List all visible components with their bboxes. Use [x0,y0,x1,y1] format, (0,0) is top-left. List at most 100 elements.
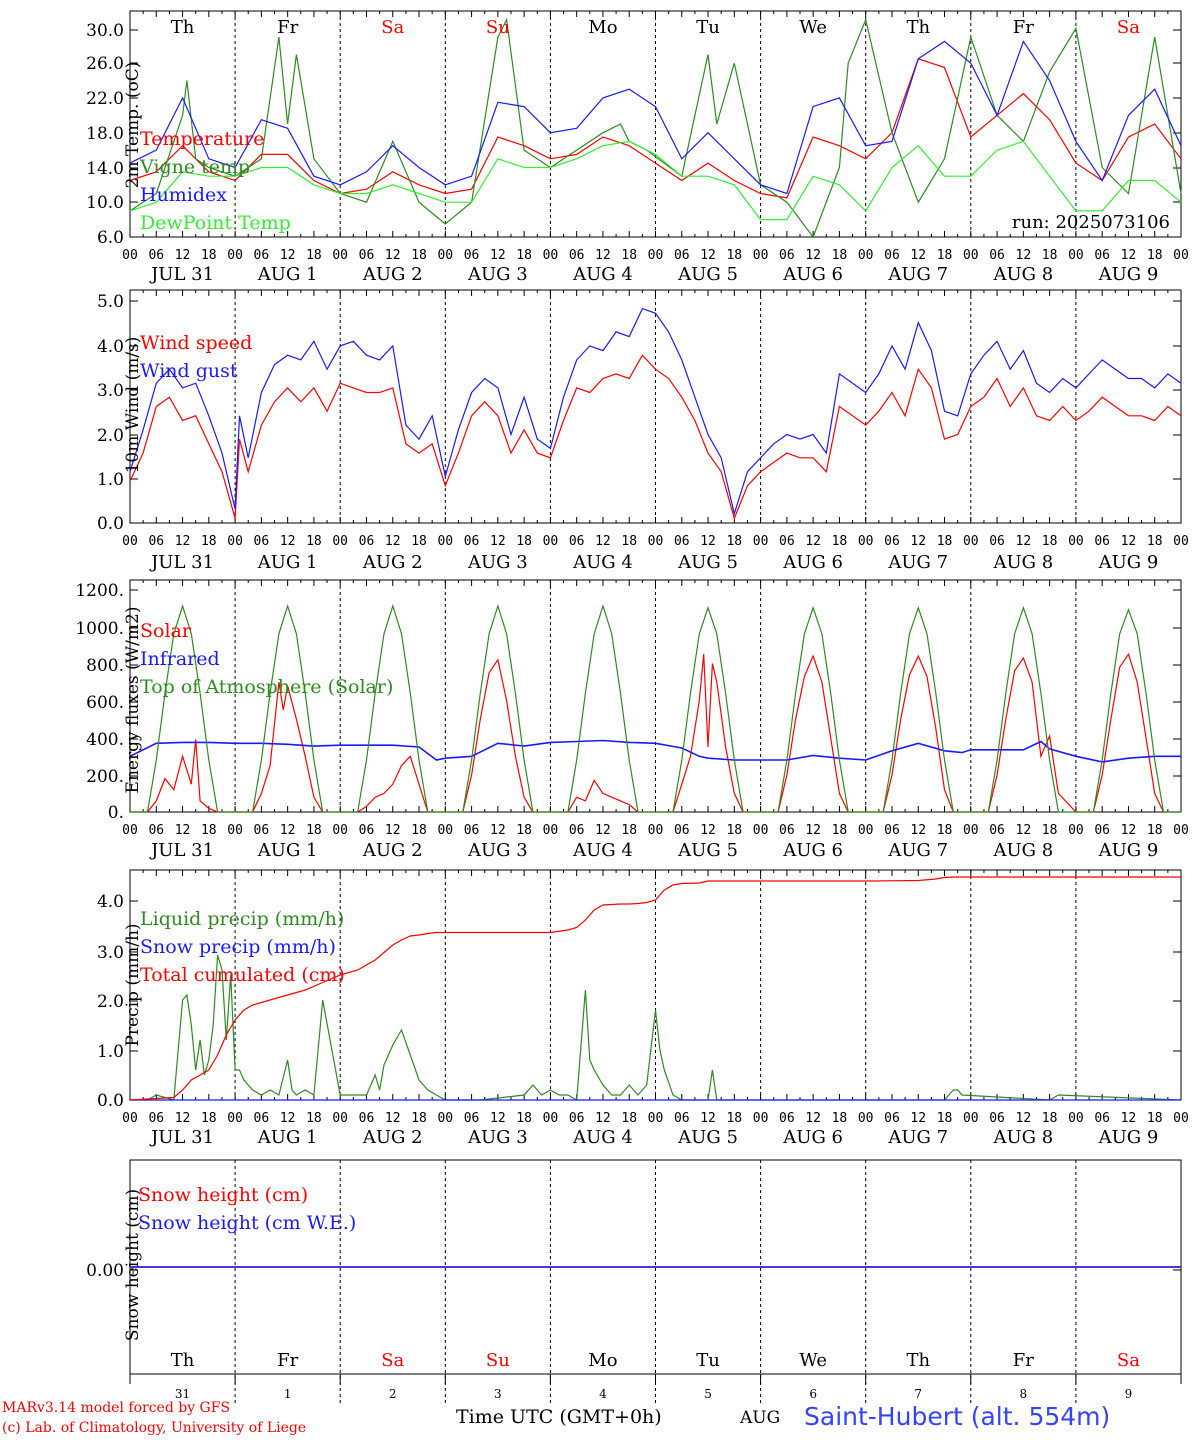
day-number: 2 [389,1387,397,1401]
date-label: AUG 3 [467,264,528,285]
hour-label: 06 [884,1111,900,1126]
hour-label: 18 [621,534,637,549]
hour-label: 06 [779,823,795,838]
hour-label: 18 [937,534,953,549]
day-number: 8 [1020,1387,1028,1401]
date-label: AUG 7 [887,840,948,861]
hour-label: 00 [963,1111,979,1126]
hour-label: 12 [805,823,821,838]
hour-label: 00 [437,248,453,263]
hour-label: 18 [937,248,953,263]
hour-label: 00 [1173,1111,1189,1126]
hour-label: 18 [306,534,322,549]
y-tick-label: 30.0 [86,21,124,41]
hour-label: 18 [1147,534,1163,549]
hour-label: 18 [832,534,848,549]
hour-label: 00 [543,823,559,838]
hour-label: 06 [148,1111,164,1126]
date-label: AUG 1 [257,264,318,285]
hour-label: 18 [1042,248,1058,263]
y-tick-label: 1.0 [97,1042,124,1062]
hour-label: 12 [280,823,296,838]
day-number: 1 [284,1387,292,1401]
hour-label: 12 [595,1111,611,1126]
y-tick-label: 3.0 [97,381,124,401]
date-label: AUG 6 [782,264,843,285]
hour-label: 18 [201,823,217,838]
series-wind-gust [129,307,1182,516]
date-label: AUG 4 [572,1127,633,1148]
hour-label: 00 [858,534,874,549]
date-label: AUG 1 [257,1127,318,1148]
y-tick-label: 800. [86,656,124,676]
y-tick-label: 10.0 [86,193,124,213]
date-label: AUG 5 [677,264,738,285]
hour-label: 12 [805,248,821,263]
day-name-bottom: Fr [277,1350,298,1371]
legend-entry: Liquid precip (mm/h) [140,908,344,930]
day-name-bottom: Sa [1117,1350,1140,1371]
date-label: AUG 4 [572,840,633,861]
hour-label: 18 [726,1111,742,1126]
day-name-top: Tu [696,17,720,38]
hour-label: 06 [254,1111,270,1126]
hour-label: 12 [700,823,716,838]
y-axis-label: Precip (mm/h) [123,923,143,1046]
legend-entry: Infrared [140,648,220,670]
hour-label: 00 [122,1111,138,1126]
hour-label: 06 [464,1111,480,1126]
day-name-bottom: Th [171,1350,195,1371]
legend-entry: Snow precip (mm/h) [140,936,336,958]
date-label: AUG 2 [362,1127,423,1148]
date-label: AUG 4 [572,264,633,285]
hour-label: 00 [543,1111,559,1126]
date-label: AUG 8 [992,840,1053,861]
series-total-cumulated-cm- [129,876,1181,1101]
y-tick-label: 4.0 [97,337,124,357]
y-tick-label: 200. [86,767,124,787]
hour-label: 06 [359,534,375,549]
hour-label: 00 [753,1111,769,1126]
hour-label: 00 [122,534,138,549]
hour-label: 06 [989,1111,1005,1126]
hour-label: 00 [1068,534,1084,549]
date-label: AUG 2 [362,264,423,285]
date-label: JUL 31 [149,840,214,861]
hour-label: 06 [1094,248,1110,263]
hour-label: 00 [122,248,138,263]
hour-label: 12 [595,823,611,838]
hour-label: 18 [201,1111,217,1126]
hour-label: 06 [464,248,480,263]
hour-label: 12 [175,534,191,549]
date-label: AUG 9 [1098,840,1159,861]
hour-label: 12 [1121,534,1137,549]
hour-label: 00 [648,534,664,549]
legend-entry: Snow height (cm) [138,1184,308,1206]
day-number: 7 [914,1387,922,1401]
hour-label: 06 [148,248,164,263]
day-number: 31 [175,1387,190,1401]
hour-label: 06 [674,248,690,263]
hour-label: 00 [543,534,559,549]
hour-label: 06 [359,1111,375,1126]
hour-label: 00 [963,534,979,549]
y-tick-label: 3.0 [97,943,124,963]
hour-label: 06 [779,248,795,263]
day-name-bottom: We [799,1350,827,1371]
date-label: AUG 5 [677,840,738,861]
date-label: AUG 8 [992,552,1053,573]
hour-label: 18 [1042,534,1058,549]
y-tick-label: 1.0 [97,470,124,490]
hour-label: 12 [910,248,926,263]
hour-label: 00 [753,823,769,838]
hour-label: 06 [464,534,480,549]
date-label: AUG 5 [677,1127,738,1148]
hour-label: 18 [1147,1111,1163,1126]
hour-label: 18 [516,248,532,263]
hour-label: 18 [621,248,637,263]
hour-label: 12 [280,534,296,549]
hour-label: 12 [1016,534,1032,549]
hour-label: 18 [937,823,953,838]
day-name-top: Sa [1117,17,1140,38]
series-top-of-atmosphere-solar- [130,604,1181,813]
